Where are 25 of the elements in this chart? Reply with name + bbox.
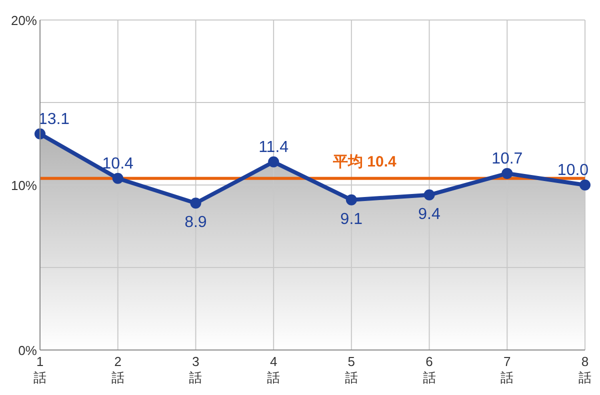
point: [424, 189, 435, 200]
point: [190, 198, 202, 209]
x-tick-label: 8話: [578, 354, 592, 385]
x-tick-label: 3話: [189, 354, 202, 385]
x-tick-label: 6話: [422, 354, 436, 385]
point: [112, 172, 124, 184]
y-tick-label: 20%: [10, 13, 38, 28]
data-label: 10.4: [102, 155, 134, 172]
x-tick-label: 4話: [267, 354, 280, 385]
data-label: 10.7: [492, 150, 523, 168]
point: [268, 156, 280, 168]
data-label: 13.1: [38, 110, 70, 128]
y-tick-label: 10%: [10, 178, 38, 193]
point: [502, 168, 513, 179]
data-label: 10.0: [557, 162, 589, 179]
data-label: 8.9: [184, 214, 207, 232]
ref-line-label: 平均 10.4: [332, 153, 398, 170]
data-label: 9.4: [418, 206, 441, 223]
data-label: 9.1: [340, 210, 363, 228]
x-tick-label: 5話: [344, 354, 358, 385]
data-label: 11.4: [258, 138, 289, 156]
x-tick-label: 7話: [500, 354, 514, 385]
point: [580, 180, 590, 190]
point: [346, 194, 357, 206]
x-tick-label: 2話: [111, 354, 124, 385]
